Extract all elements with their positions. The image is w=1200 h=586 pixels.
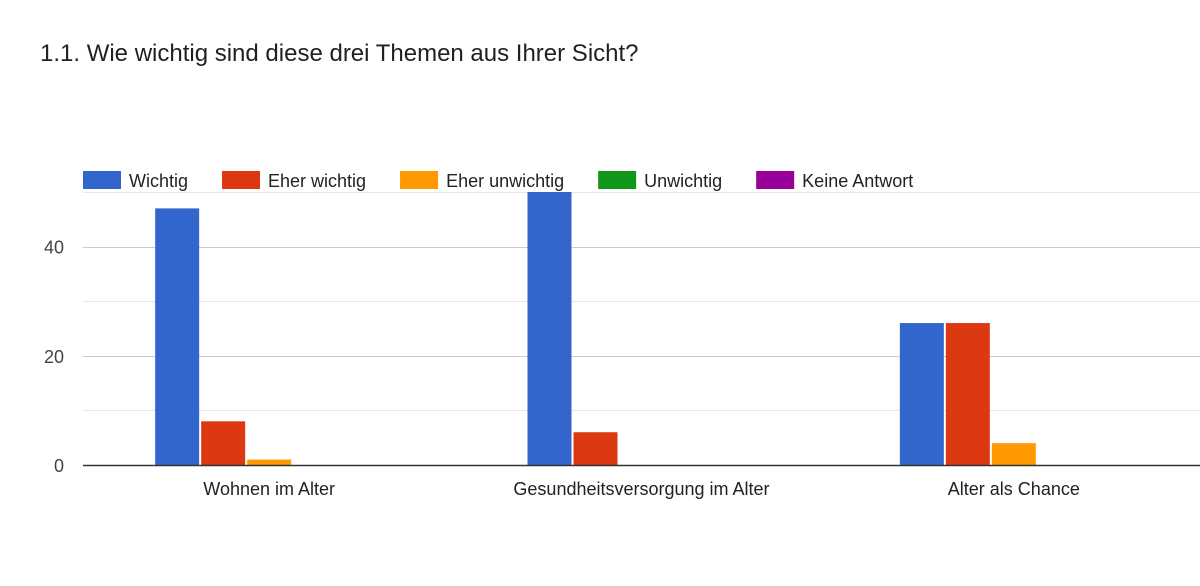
- legend-label: Keine Antwort: [802, 171, 913, 191]
- x-tick-label: Gesundheitsversorgung im Alter: [513, 479, 769, 499]
- legend-swatch: [83, 171, 121, 189]
- bar: [945, 323, 990, 465]
- legend-label: Unwichtig: [644, 171, 722, 191]
- legend: Wichtig Eher wichtig Eher unwichtig Unwicht…: [83, 171, 913, 191]
- legend-label: Wichtig: [129, 171, 188, 191]
- bar: [573, 432, 618, 465]
- legend-swatch: [400, 171, 439, 189]
- legend-swatch: [222, 171, 261, 189]
- y-tick-label: 0: [54, 456, 64, 476]
- x-tick-label: Alter als Chance: [948, 479, 1080, 499]
- legend-swatch: [598, 171, 637, 189]
- y-tick-label: 20: [44, 347, 64, 367]
- bar: [527, 192, 572, 465]
- legend-swatch: [756, 171, 795, 189]
- bar: [899, 323, 944, 465]
- bar: [991, 443, 1036, 465]
- axes: 0 20 40 Wohnen im Alter Gesundheitsversorgun…: [44, 238, 1200, 499]
- y-tick-label: 40: [44, 238, 64, 258]
- bar: [247, 459, 292, 465]
- legend-label: Eher wichtig: [268, 171, 366, 191]
- gridlines: [83, 192, 1200, 411]
- bars: [155, 192, 1036, 465]
- chart-title: 1.1. Wie wichtig sind diese drei Themen …: [40, 40, 639, 67]
- bar: [155, 208, 200, 465]
- bar: [201, 421, 246, 465]
- x-tick-label: Wohnen im Alter: [203, 479, 335, 499]
- legend-label: Eher unwichtig: [446, 171, 564, 191]
